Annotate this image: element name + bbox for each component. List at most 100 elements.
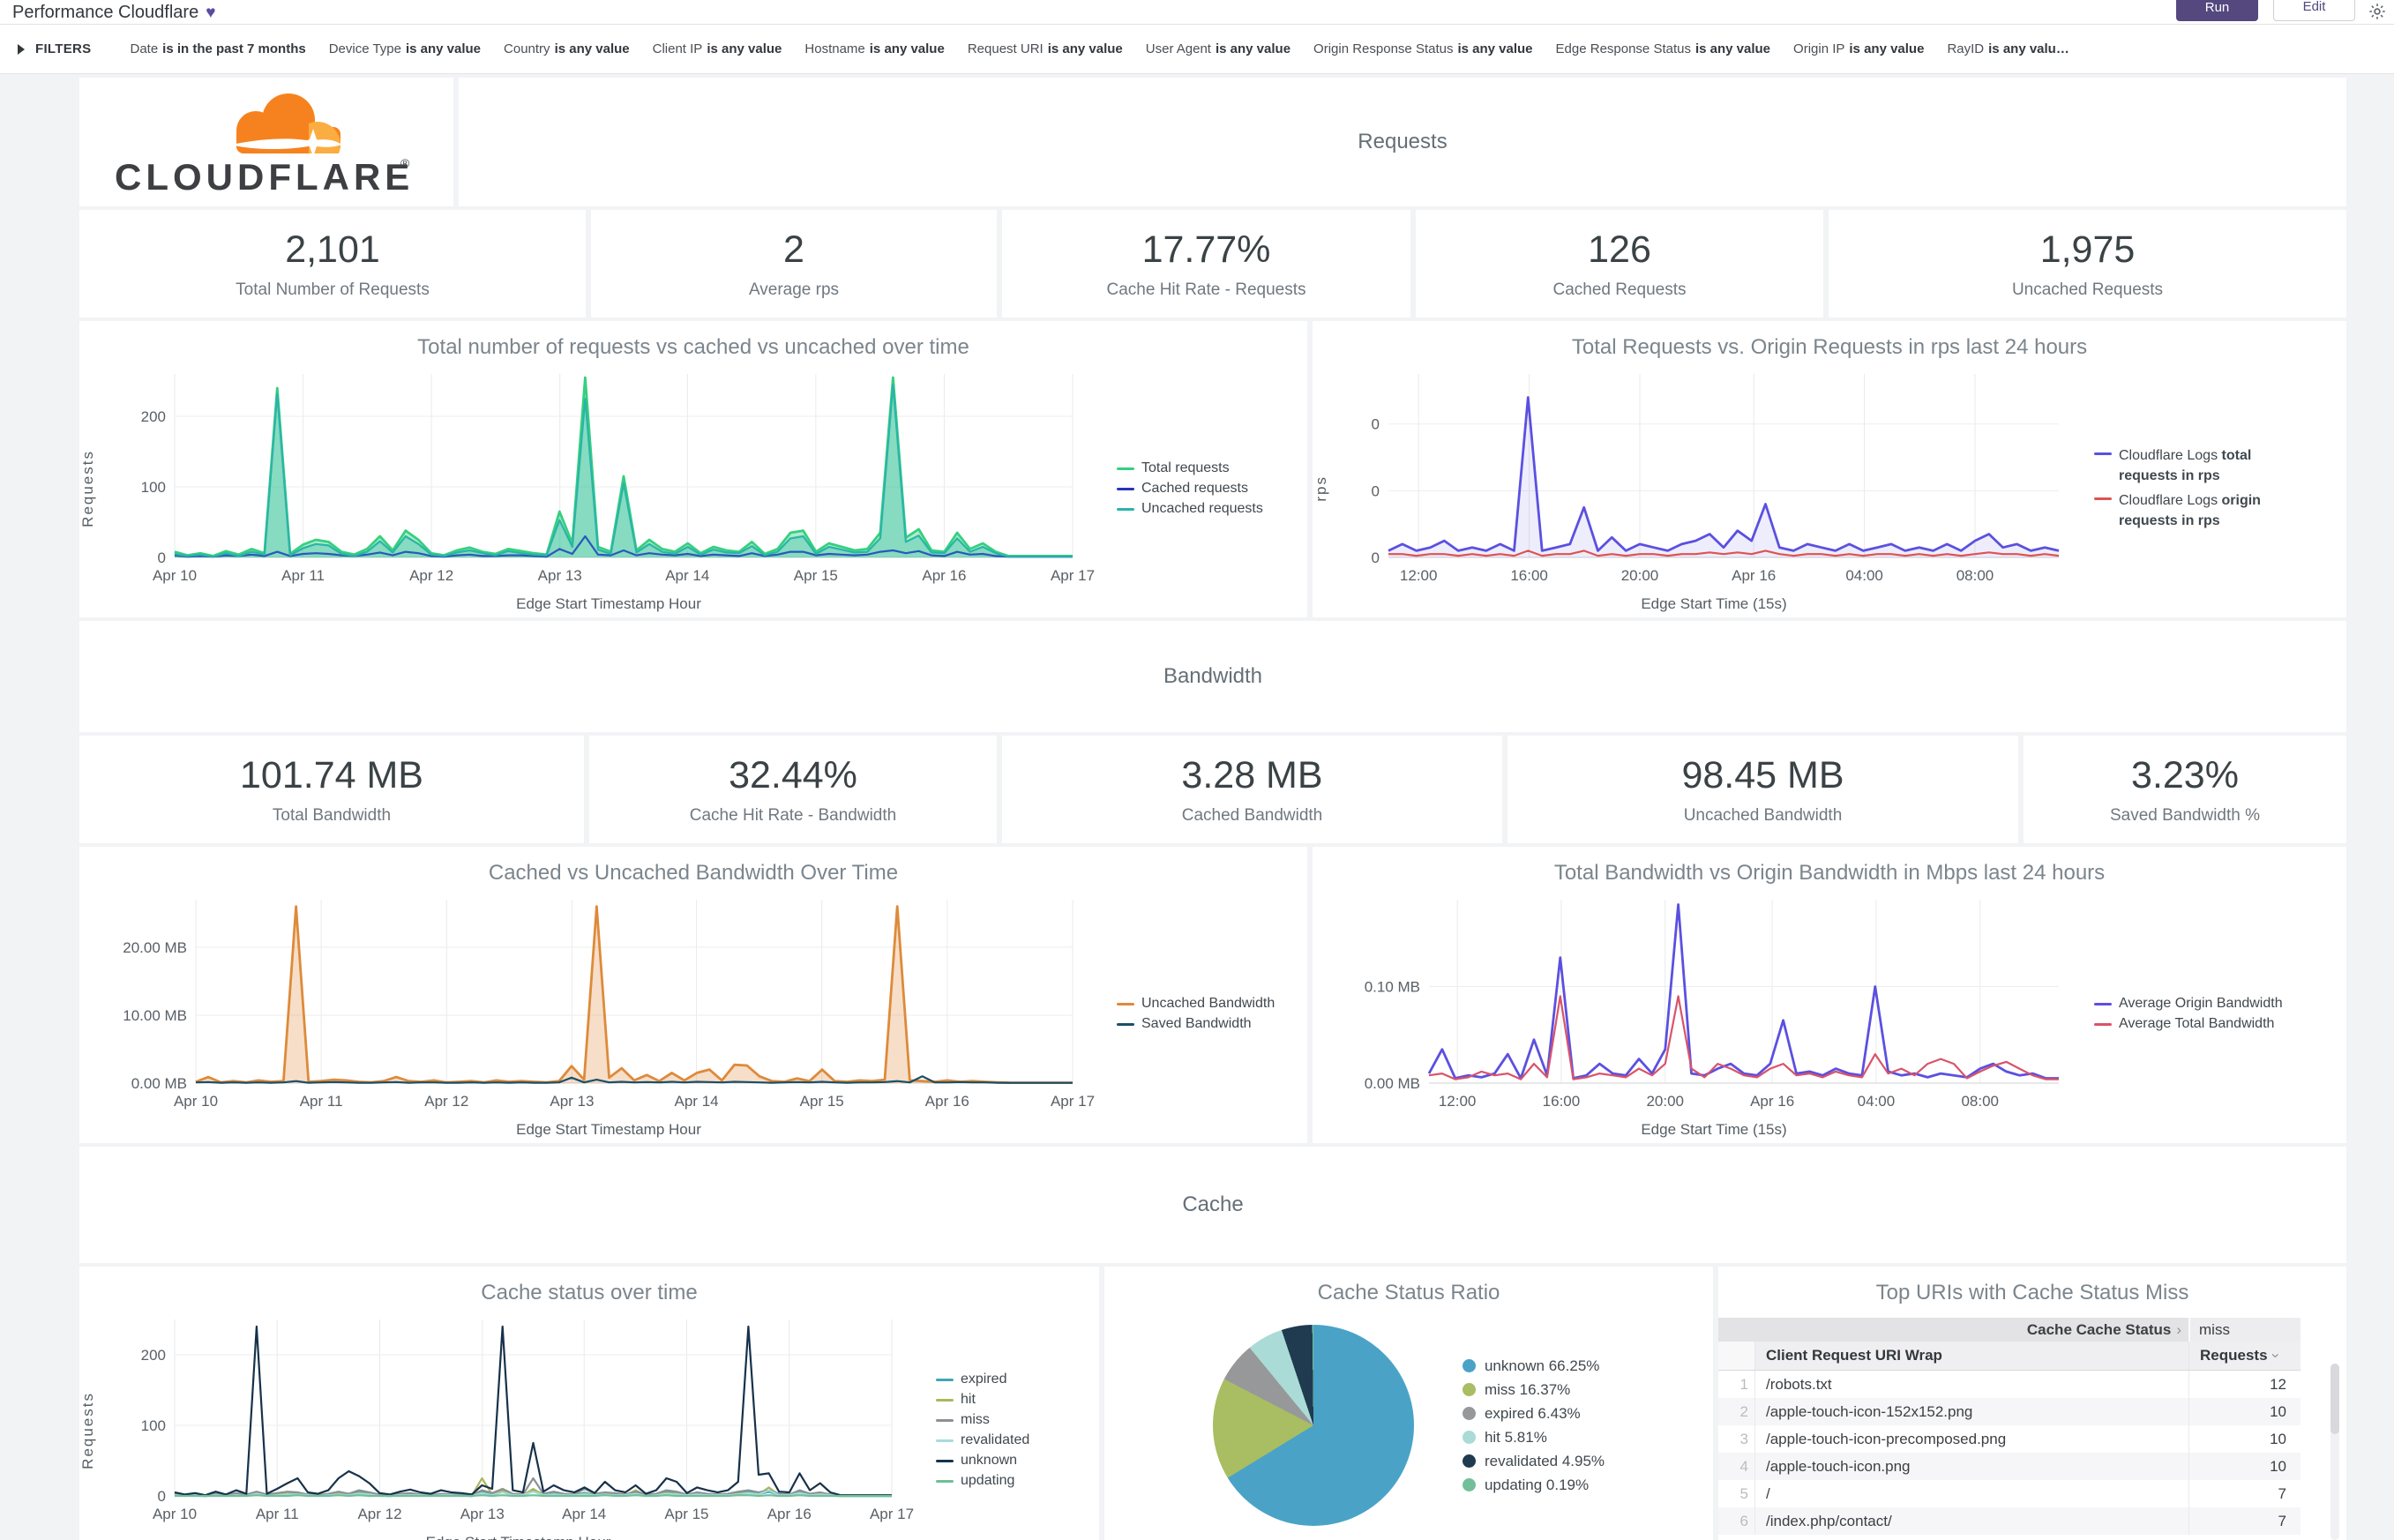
legend-swatch <box>2094 452 2112 455</box>
pie-legend-item[interactable]: revalidated 4.95% <box>1462 1453 1605 1470</box>
chart-title: Cache status over time <box>481 1281 698 1305</box>
filter-item[interactable]: Hostname is any value <box>804 41 945 56</box>
chart-legend: Uncached Bandwidth Saved Bandwidth <box>1117 991 1275 1036</box>
legend-item[interactable]: Total requests <box>1117 460 1263 476</box>
requests-cell[interactable]: 10 <box>2188 1398 2300 1425</box>
uri-cell[interactable]: / <box>1766 1484 1770 1502</box>
table-row[interactable]: 6/index.php/contact/7 <box>1718 1507 2300 1535</box>
pivot-group-value: miss <box>2188 1318 2300 1342</box>
table-scrollbar[interactable] <box>2330 1364 2339 1540</box>
legend-item[interactable]: updating <box>936 1473 1029 1489</box>
legend-item[interactable]: Uncached requests <box>1117 501 1263 517</box>
pie-legend-dot <box>1462 1454 1476 1468</box>
section-title-bandwidth: Bandwidth <box>79 621 2346 732</box>
cache-status-pie[interactable] <box>1212 1325 1414 1526</box>
pie-legend-item[interactable]: unknown 66.25% <box>1462 1357 1605 1375</box>
svg-text:Apr 17: Apr 17 <box>870 1506 914 1522</box>
table-row[interactable]: 5 / 7 <box>1718 1480 2300 1507</box>
svg-text:Apr 11: Apr 11 <box>256 1506 299 1522</box>
uri-cell[interactable]: /robots.txt <box>1766 1375 1832 1393</box>
uri-cell[interactable]: /apple-touch-icon-precomposed.png <box>1766 1430 2007 1447</box>
filter-items: Date is in the past 7 months Device Type is… <box>130 41 2091 56</box>
chart-rps-last-24h: Total Requests vs. Origin Requests in rp… <box>1313 321 2346 617</box>
row-number-header <box>1718 1342 1755 1370</box>
kpi-average-rps: 2 Average rps <box>591 210 997 318</box>
legend-item[interactable]: hit <box>936 1392 1029 1408</box>
legend-item[interactable]: revalidated <box>936 1432 1029 1448</box>
pie-legend-item[interactable]: hit 5.81% <box>1462 1429 1605 1447</box>
svg-text:200: 200 <box>141 408 166 425</box>
filter-item[interactable]: Origin IP is any value <box>1793 41 1925 56</box>
legend-item[interactable]: Uncached Bandwidth <box>1117 996 1275 1012</box>
gear-icon[interactable] <box>2368 2 2387 21</box>
pivot-group-label[interactable]: Cache Cache Status › <box>2026 1320 2181 1338</box>
svg-text:Apr 16: Apr 16 <box>1750 1093 1794 1110</box>
pie-legend-item[interactable]: miss 16.37% <box>1462 1381 1605 1399</box>
requests-cell[interactable]: 10 <box>2188 1425 2300 1453</box>
kpi-total-requests: 2,101 Total Number of Requests <box>79 210 586 318</box>
requests-cell[interactable]: 12 <box>2188 1371 2300 1398</box>
legend-item[interactable]: Average Total Bandwidth <box>2094 1016 2283 1032</box>
legend-item[interactable]: unknown <box>936 1453 1029 1469</box>
filter-item[interactable]: Edge Response Status is any value <box>1555 41 1771 56</box>
requests-cell[interactable]: 7 <box>2188 1507 2300 1535</box>
uri-column-header[interactable]: Client Request URI Wrap <box>1766 1347 1942 1364</box>
section-title-cache: Cache <box>79 1147 2346 1263</box>
svg-text:08:00: 08:00 <box>1961 1093 1999 1110</box>
legend-item[interactable]: Cloudflare Logs origin requests in rps <box>2094 490 2306 531</box>
table-row[interactable]: 2/apple-touch-icon-152x152.png 10 <box>1718 1398 2300 1425</box>
legend-item[interactable]: Average Origin Bandwidth <box>2094 996 2283 1012</box>
requests-cell[interactable]: 7 <box>2188 1480 2300 1507</box>
pivot-arrow-icon: › <box>2176 1320 2181 1338</box>
uri-cell[interactable]: /index.php/contact/ <box>1766 1512 1892 1529</box>
pie-legend-item[interactable]: updating 0.19% <box>1462 1476 1605 1494</box>
legend-item[interactable]: Cached requests <box>1117 481 1263 497</box>
uri-cell[interactable]: /apple-touch-icon-152x152.png <box>1766 1402 1973 1420</box>
kpi-cache-hit-rate-bandwidth: 32.44% Cache Hit Rate - Bandwidth <box>589 736 997 843</box>
legend-item[interactable]: Saved Bandwidth <box>1117 1016 1275 1032</box>
filter-item[interactable]: User Agent is any value <box>1145 41 1291 56</box>
kpi-uncached-requests: 1,975 Uncached Requests <box>1829 210 2346 318</box>
table-row[interactable]: 4/apple-touch-icon.png 10 <box>1718 1453 2300 1480</box>
filter-item[interactable]: Country is any value <box>504 41 630 56</box>
filter-item[interactable]: Date is in the past 7 months <box>130 41 306 56</box>
pie-legend-item[interactable]: expired 6.43% <box>1462 1405 1605 1423</box>
x-axis-title: Edge Start Time (15s) <box>1641 595 1787 612</box>
svg-text:100: 100 <box>141 479 166 496</box>
run-button[interactable]: Run <box>2176 0 2258 21</box>
svg-text:Apr 13: Apr 13 <box>460 1506 505 1522</box>
table-pivot-band: Cache Cache Status › miss <box>1718 1318 2300 1342</box>
filter-item[interactable]: RayID is any valu… <box>1947 41 2069 56</box>
page-title: Performance Cloudflare ♥ <box>12 3 216 22</box>
uri-cell[interactable]: /apple-touch-icon.png <box>1766 1457 1911 1475</box>
legend-swatch <box>2094 497 2112 500</box>
table-row[interactable]: 3/apple-touch-icon-precomposed.png 10 <box>1718 1425 2300 1453</box>
filter-item[interactable]: Device Type is any value <box>328 41 482 56</box>
table-row[interactable]: 1/robots.txt 12 <box>1718 1371 2300 1398</box>
svg-text:Apr 15: Apr 15 <box>794 567 838 584</box>
chart-title: Total Requests vs. Origin Requests in rp… <box>1571 335 2088 359</box>
requests-column-header[interactable]: Requests › <box>2188 1342 2300 1370</box>
chart-legend: Average Origin Bandwidth Average Total Ba… <box>2094 991 2283 1036</box>
section-title-requests: Requests <box>459 78 2346 206</box>
requests-cell[interactable]: 10 <box>2188 1453 2300 1480</box>
filter-item[interactable]: Request URI is any value <box>967 41 1123 56</box>
svg-text:16:00: 16:00 <box>1543 1093 1581 1110</box>
filters-toggle[interactable]: FILTERS <box>18 41 91 56</box>
svg-text:0.00 MB: 0.00 MB <box>131 1075 187 1092</box>
svg-text:20:00: 20:00 <box>1621 567 1659 584</box>
legend-item[interactable]: miss <box>936 1412 1029 1428</box>
kpi-total-bandwidth: 101.74 MB Total Bandwidth <box>79 736 584 843</box>
row-number: 4 <box>1718 1453 1755 1480</box>
row-number: 5 <box>1718 1480 1755 1507</box>
svg-text:20:00: 20:00 <box>1646 1093 1684 1110</box>
legend-item[interactable]: Cloudflare Logs total requests in rps <box>2094 445 2306 486</box>
row-number: 3 <box>1718 1425 1755 1453</box>
chart-cache-status-ratio: Cache Status Ratio unknown 66.25% miss 16… <box>1104 1267 1713 1540</box>
legend-item[interactable]: expired <box>936 1372 1029 1387</box>
filter-item[interactable]: Client IP is any value <box>652 41 782 56</box>
heart-icon[interactable]: ♥ <box>206 4 216 22</box>
edit-button[interactable]: Edit <box>2273 0 2355 21</box>
filter-item[interactable]: Origin Response Status is any value <box>1313 41 1533 56</box>
